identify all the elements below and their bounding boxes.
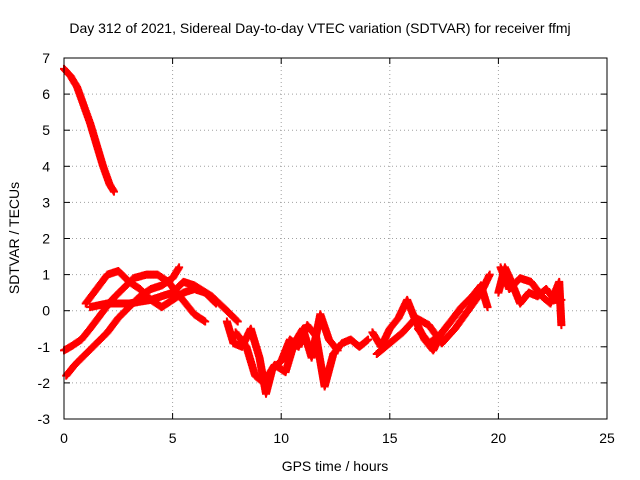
y-tick-label: 0 <box>42 303 50 319</box>
series-sat-f <box>222 317 373 398</box>
x-tick-label: 10 <box>273 430 289 446</box>
series-sat-j <box>414 281 492 348</box>
y-tick-label: 5 <box>42 122 50 138</box>
chart-title: Day 312 of 2021, Sidereal Day-to-day VTE… <box>69 20 570 36</box>
y-axis-label: SDTVAR / TECUs <box>6 182 22 294</box>
data-point <box>201 317 210 326</box>
y-tick-label: 2 <box>42 231 50 247</box>
x-tick-label: 0 <box>60 430 68 446</box>
x-tick-label: 15 <box>382 430 398 446</box>
y-tick-label: 3 <box>42 194 50 210</box>
data-points <box>60 64 566 398</box>
x-tick-label: 25 <box>599 430 615 446</box>
data-point <box>109 187 118 196</box>
x-tick-label: 5 <box>169 430 177 446</box>
y-tick-label: 6 <box>42 86 50 102</box>
plot-frame <box>63 57 608 420</box>
y-tick-label: -2 <box>38 375 51 391</box>
data-point <box>232 316 241 325</box>
y-tick-label: -1 <box>38 339 51 355</box>
data-point <box>333 346 342 355</box>
series-sat-i <box>372 270 494 359</box>
series-sat-a <box>60 64 118 196</box>
series-sat-e <box>86 277 242 326</box>
y-tick-label: -3 <box>38 411 51 427</box>
y-tick-label: 1 <box>42 267 50 283</box>
data-point <box>483 303 492 312</box>
grid <box>64 58 607 419</box>
data-point <box>557 321 566 330</box>
data-point <box>485 270 494 279</box>
series-sat-g <box>231 310 342 387</box>
x-tick-label: 20 <box>491 430 507 446</box>
data-point <box>364 335 373 344</box>
series-sat-l <box>496 263 566 330</box>
series-sat-c <box>62 263 184 380</box>
y-tick-label: 4 <box>42 158 50 174</box>
x-axis-label: GPS time / hours <box>282 458 389 474</box>
y-tick-label: 7 <box>42 50 50 66</box>
data-point <box>175 263 184 272</box>
data-point <box>233 317 242 326</box>
